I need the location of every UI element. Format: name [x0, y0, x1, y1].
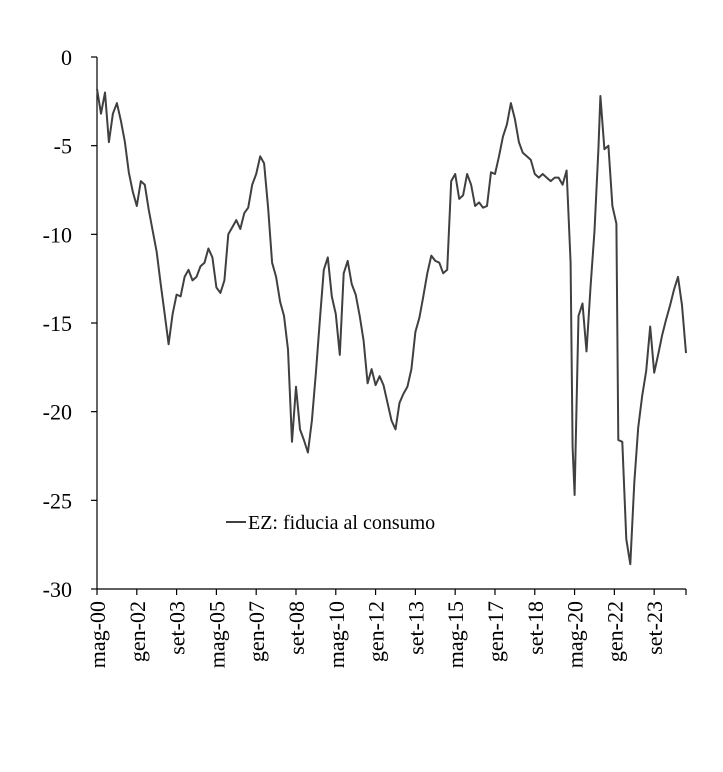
- series-lines: [96, 88, 687, 566]
- y-tick-label: -10: [43, 222, 72, 247]
- x-tick-label: set-23: [642, 601, 667, 655]
- y-tick-label: -20: [43, 400, 72, 425]
- x-tick-label: mag-15: [443, 601, 468, 668]
- legend-label: EZ: fiducia al consumo: [248, 512, 435, 534]
- x-tick-label: set-08: [284, 601, 309, 655]
- x-tick-label: mag-05: [204, 601, 229, 668]
- y-tick-label: 0: [61, 45, 72, 70]
- x-tick-label: gen-12: [364, 601, 389, 662]
- y-axis: 0 -5 -10 -15 -20 -25 -30: [43, 45, 98, 602]
- y-tick-label: -30: [43, 577, 72, 602]
- x-tick-label: gen-02: [125, 601, 150, 662]
- x-tick-label: gen-07: [244, 601, 269, 662]
- x-axis: mag-00 gen-02 set-03 mag-05 gen-07 set-08 mag-…: [85, 588, 687, 668]
- legend: EZ: fiducia al consumo: [226, 512, 435, 534]
- x-tick-label: set-18: [523, 601, 548, 655]
- x-tick-label: set-13: [403, 601, 428, 655]
- x-tick-label: gen-22: [602, 601, 627, 662]
- y-tick-label: -5: [54, 134, 72, 159]
- x-tick-label: gen-17: [483, 601, 508, 662]
- x-tick-label: mag-20: [563, 601, 588, 668]
- x-tick-label: set-03: [165, 601, 190, 655]
- x-tick-label: mag-10: [324, 601, 349, 668]
- y-tick-label: -15: [43, 311, 72, 336]
- y-tick-label: -25: [43, 488, 72, 513]
- series-line: [96, 88, 687, 566]
- x-tick-label: mag-00: [85, 601, 110, 668]
